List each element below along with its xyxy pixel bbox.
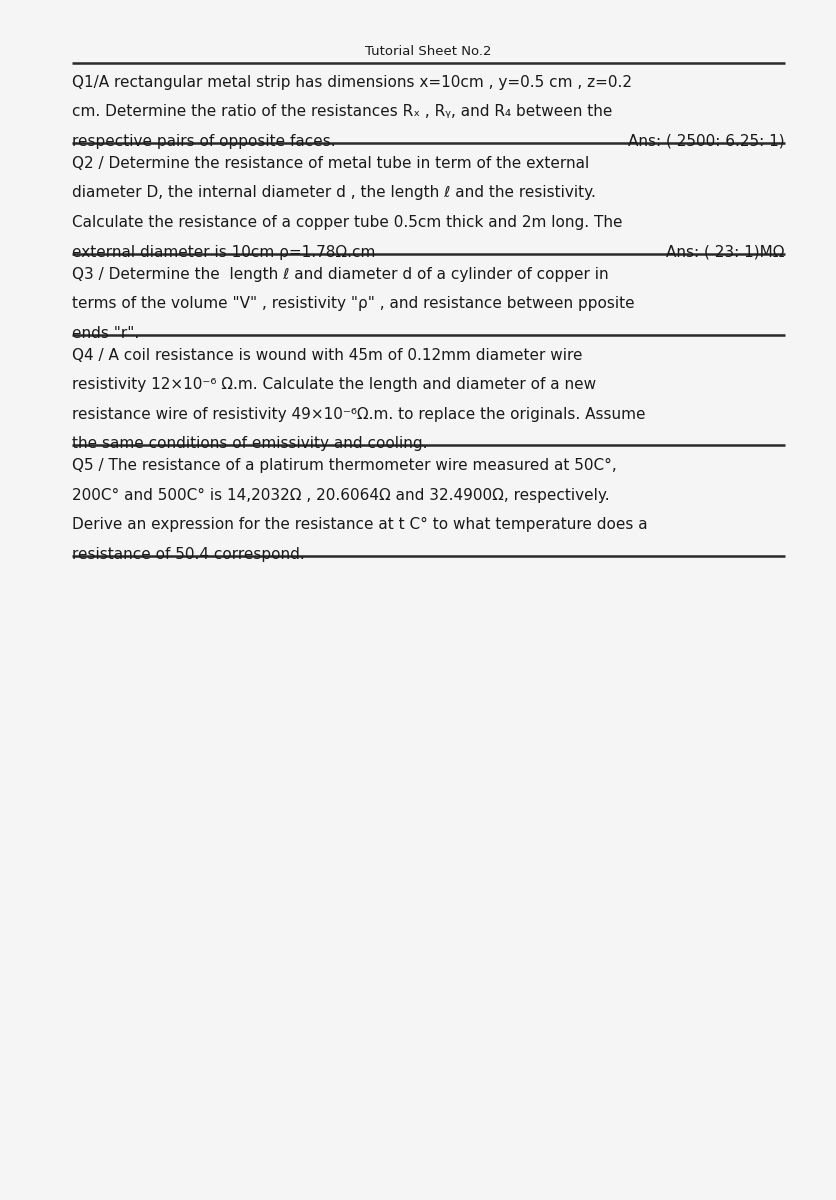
Text: cm. Determine the ratio of the resistances Rₓ , Rᵧ, and R₄ between the: cm. Determine the ratio of the resistanc… xyxy=(72,104,612,120)
Text: Q1/A rectangular metal strip has dimensions x=10cm , y=0.5 cm , z=0.2: Q1/A rectangular metal strip has dimensi… xyxy=(72,74,631,90)
Text: respective pairs of opposite faces.: respective pairs of opposite faces. xyxy=(72,134,335,149)
Text: diameter D, the internal diameter d , the length ℓ and the resistivity.: diameter D, the internal diameter d , th… xyxy=(72,186,595,200)
Text: resistivity 12×10⁻⁶ Ω.m. Calculate the length and diameter of a new: resistivity 12×10⁻⁶ Ω.m. Calculate the l… xyxy=(72,377,595,392)
Text: the same conditions of emissivity and cooling.: the same conditions of emissivity and co… xyxy=(72,436,427,451)
Text: Q5 / The resistance of a platirum thermometer wire measured at 50C°,: Q5 / The resistance of a platirum thermo… xyxy=(72,458,616,473)
Text: resistance of 50.4 correspond.: resistance of 50.4 correspond. xyxy=(72,546,304,562)
Text: Q3 / Determine the  length ℓ and diameter d of a cylinder of copper in: Q3 / Determine the length ℓ and diameter… xyxy=(72,266,608,282)
Text: ends "r".: ends "r". xyxy=(72,325,139,341)
Text: Q2 / Determine the resistance of metal tube in term of the external: Q2 / Determine the resistance of metal t… xyxy=(72,156,589,170)
Text: external diameter is 10cm ρ=1.78Ω.cm: external diameter is 10cm ρ=1.78Ω.cm xyxy=(72,245,375,259)
Text: Ans: ( 2500: 6.25: 1): Ans: ( 2500: 6.25: 1) xyxy=(628,134,784,149)
Text: Tutorial Sheet No.2: Tutorial Sheet No.2 xyxy=(364,44,492,58)
Text: resistance wire of resistivity 49×10⁻⁶Ω.m. to replace the originals. Assume: resistance wire of resistivity 49×10⁻⁶Ω.… xyxy=(72,407,645,421)
Text: 200C° and 500C° is 14,2032Ω , 20.6064Ω and 32.4900Ω, respectively.: 200C° and 500C° is 14,2032Ω , 20.6064Ω a… xyxy=(72,487,609,503)
Text: Calculate the resistance of a copper tube 0.5cm thick and 2m long. The: Calculate the resistance of a copper tub… xyxy=(72,215,622,230)
Text: Derive an expression for the resistance at t C° to what temperature does a: Derive an expression for the resistance … xyxy=(72,517,647,532)
Text: Q4 / A coil resistance is wound with 45m of 0.12mm diameter wire: Q4 / A coil resistance is wound with 45m… xyxy=(72,348,582,362)
Text: Ans: ( 23: 1)MΩ: Ans: ( 23: 1)MΩ xyxy=(665,245,784,259)
Text: terms of the volume "V" , resistivity "ρ" , and resistance between pposite: terms of the volume "V" , resistivity "ρ… xyxy=(72,296,634,311)
